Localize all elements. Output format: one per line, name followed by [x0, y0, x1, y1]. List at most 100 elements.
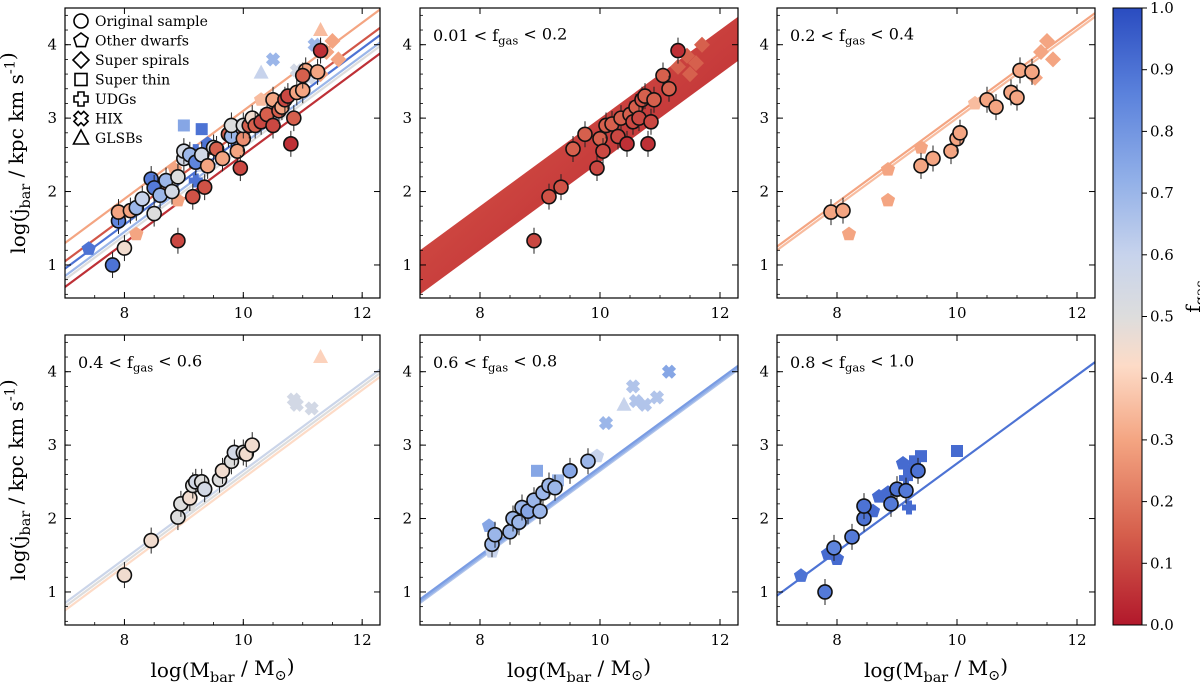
colorbar-tick-label: 1.0	[1150, 0, 1174, 17]
data-point-circle	[184, 188, 201, 205]
colorbar-gradient	[1112, 7, 1143, 626]
data-point-circle	[532, 503, 548, 520]
fit-line	[65, 375, 380, 612]
x-tick-label: 10	[234, 631, 253, 649]
data-point-cross	[598, 416, 614, 431]
legend-label: Other dwarfs	[95, 34, 189, 50]
panel-annotation: 0.2 < fgas < 0.4	[790, 25, 914, 48]
data-point-circle	[170, 169, 186, 185]
data-point-square	[951, 445, 963, 457]
data-point-pentagon	[254, 92, 269, 106]
colorbar-tick-label: 0.8	[1150, 122, 1174, 140]
data-point-circle	[844, 529, 860, 545]
y-tick-label: 3	[402, 436, 412, 454]
colorbar-tick-label: 0.9	[1150, 61, 1174, 79]
y-tick-label: 3	[759, 436, 769, 454]
y-tick-label: 3	[402, 109, 412, 127]
data-point-circle	[229, 143, 246, 159]
fit-line	[420, 367, 738, 603]
colorbar-tick-label: 0.5	[1150, 308, 1174, 326]
data-point-circle	[592, 130, 608, 147]
legend-label: HIX	[95, 112, 123, 128]
y-tick-label: 4	[759, 363, 769, 381]
data-point-circle	[265, 117, 281, 134]
legend-item-diamond: Super spirals	[71, 50, 189, 70]
data-point-triangle	[253, 64, 269, 79]
data-point-cross	[628, 394, 644, 409]
y-tick-label: 2	[402, 510, 412, 528]
data-point-circle	[565, 141, 581, 157]
data-point-diamond	[71, 50, 91, 70]
legend-label: GLSBs	[95, 131, 143, 147]
x-tick-label: 8	[475, 304, 485, 322]
data-point-pentagon	[793, 568, 809, 582]
colorbar-tick-label: 0.1	[1150, 554, 1174, 572]
data-point-circle	[661, 80, 677, 97]
y-tick-label: 3	[759, 109, 769, 127]
data-point-circle	[640, 136, 656, 152]
y-tick-label: 2	[47, 183, 57, 201]
data-point-circle	[856, 498, 872, 514]
data-point-circle	[925, 150, 941, 167]
y-tick-label: 1	[47, 583, 57, 601]
fit-line	[420, 364, 738, 601]
y-tick-label: 4	[47, 363, 57, 381]
colorbar-tick-label: 0.6	[1150, 246, 1174, 264]
colorbar-tick-label: 0.4	[1150, 369, 1174, 387]
data-point-diamond	[1045, 51, 1061, 68]
y-tick-label: 2	[47, 510, 57, 528]
data-point-circle	[541, 188, 557, 205]
legend-item-triangle: GLSBs	[72, 128, 143, 147]
data-point-circle	[134, 191, 151, 207]
data-point-circle	[883, 496, 899, 512]
data-point-circle	[817, 584, 833, 600]
data-point-diamond	[1033, 44, 1049, 61]
y-tick-label: 2	[759, 183, 769, 201]
x-tick-label: 10	[234, 304, 253, 322]
data-point-circle	[196, 179, 213, 195]
data-point-circle	[580, 453, 596, 470]
data-point-plus	[73, 91, 89, 107]
data-point-cross	[72, 110, 90, 127]
data-point-diamond	[694, 36, 710, 53]
data-point-triangle	[313, 22, 329, 37]
x-axis-label: log(Mbar / M⊙)	[507, 654, 651, 686]
x-tick-label: 8	[120, 631, 130, 649]
axes-frame	[419, 7, 739, 299]
y-tick-label: 4	[47, 36, 57, 54]
data-point-plus	[188, 173, 203, 188]
x-tick-label: 12	[353, 631, 372, 649]
colorbar-tick-label: 0.3	[1150, 431, 1174, 449]
x-tick-label: 8	[832, 631, 842, 649]
plot-area	[420, 364, 738, 604]
legend-item-pentagon: Other dwarfs	[72, 32, 189, 50]
legend-label: UDGs	[95, 92, 136, 108]
colorbar-label: fgas	[1181, 280, 1200, 313]
data-point-circle	[1024, 64, 1040, 80]
data-point-circle	[164, 183, 180, 200]
legend-item-square: Super thin	[74, 72, 170, 89]
plot-area	[65, 8, 380, 288]
data-point-circle	[826, 540, 842, 556]
data-point-circle	[116, 567, 133, 583]
fit-line	[65, 372, 380, 608]
axes-frame	[776, 334, 1096, 626]
data-point-plus	[902, 500, 916, 515]
x-tick-label: 10	[947, 631, 966, 649]
y-axis-label: log(jbar / kpc km s-1)	[0, 379, 34, 580]
data-point-circle	[199, 158, 216, 174]
x-axis-label: log(Mbar / M⊙)	[864, 654, 1008, 686]
data-point-square	[74, 72, 88, 87]
data-point-circle	[835, 202, 851, 219]
data-point-circle	[547, 479, 563, 496]
plot-area	[65, 349, 380, 612]
axes-frame	[776, 7, 1096, 299]
legend-item-plus: UDGs	[73, 91, 136, 108]
